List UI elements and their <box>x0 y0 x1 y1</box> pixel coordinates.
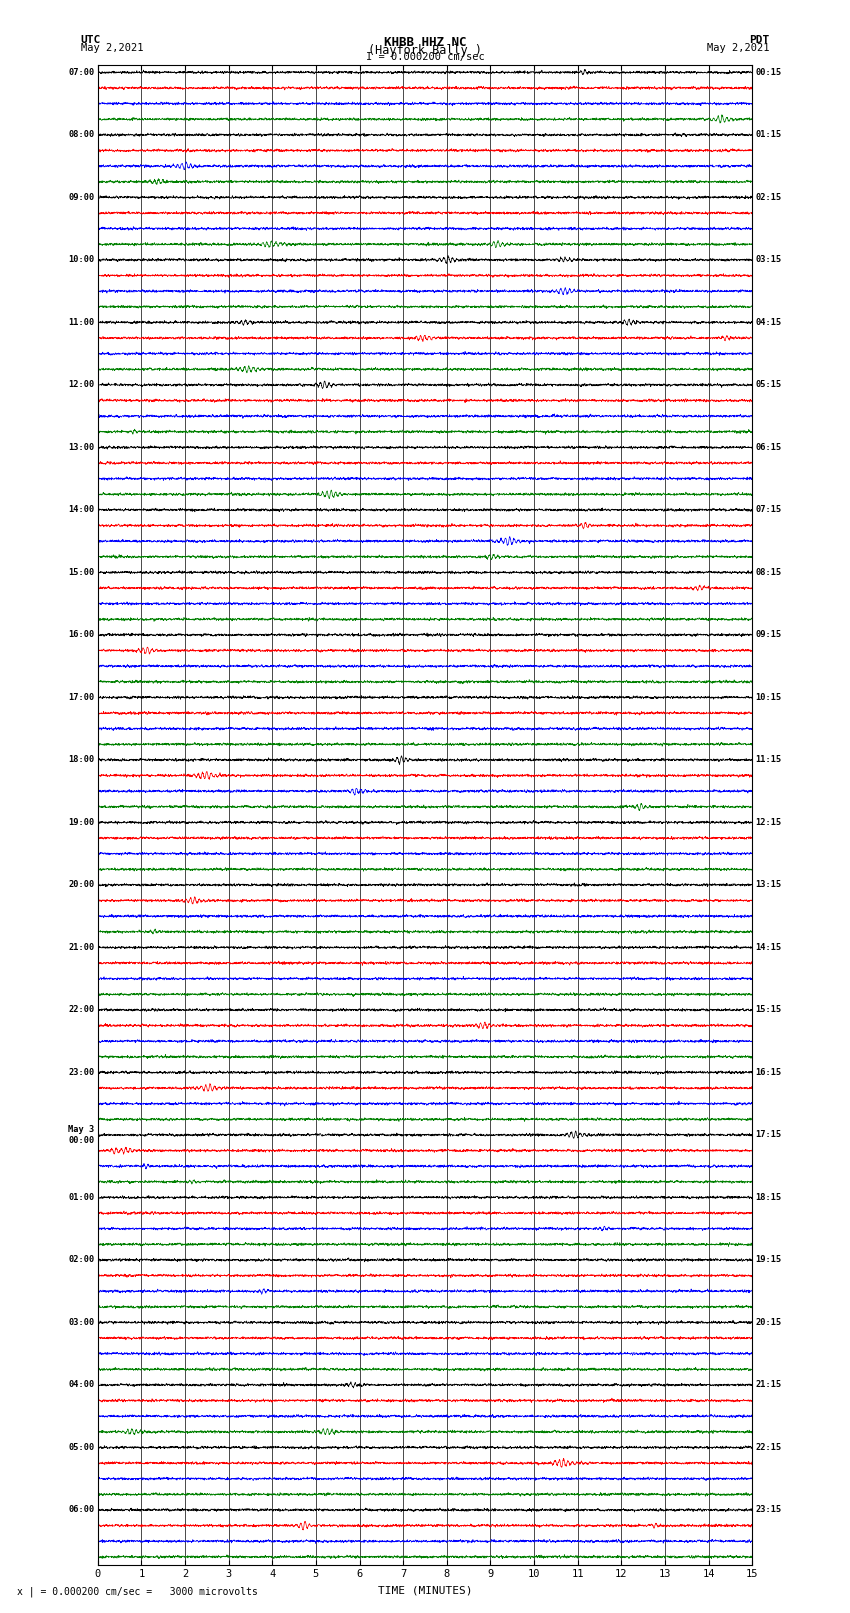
Text: 10:00: 10:00 <box>68 255 94 265</box>
Text: x | = 0.000200 cm/sec =   3000 microvolts: x | = 0.000200 cm/sec = 3000 microvolts <box>17 1586 258 1597</box>
Text: 22:15: 22:15 <box>756 1444 782 1452</box>
Text: 07:15: 07:15 <box>756 505 782 515</box>
Text: May 2,2021: May 2,2021 <box>81 44 144 53</box>
Text: UTC: UTC <box>81 35 101 45</box>
Text: 04:15: 04:15 <box>756 318 782 327</box>
Text: 16:00: 16:00 <box>68 631 94 639</box>
X-axis label: TIME (MINUTES): TIME (MINUTES) <box>377 1586 473 1595</box>
Text: 21:00: 21:00 <box>68 944 94 952</box>
Text: 08:00: 08:00 <box>68 131 94 139</box>
Text: 16:15: 16:15 <box>756 1068 782 1077</box>
Text: May 3
00:00: May 3 00:00 <box>68 1126 94 1145</box>
Text: 02:00: 02:00 <box>68 1255 94 1265</box>
Text: 09:15: 09:15 <box>756 631 782 639</box>
Text: 07:00: 07:00 <box>68 68 94 77</box>
Text: 12:15: 12:15 <box>756 818 782 827</box>
Text: PDT: PDT <box>749 35 769 45</box>
Text: 21:15: 21:15 <box>756 1381 782 1389</box>
Text: 03:00: 03:00 <box>68 1318 94 1327</box>
Text: 06:15: 06:15 <box>756 444 782 452</box>
Text: 20:15: 20:15 <box>756 1318 782 1327</box>
Text: 20:00: 20:00 <box>68 881 94 889</box>
Text: 17:15: 17:15 <box>756 1131 782 1139</box>
Text: 03:15: 03:15 <box>756 255 782 265</box>
Text: 19:00: 19:00 <box>68 818 94 827</box>
Text: 15:15: 15:15 <box>756 1005 782 1015</box>
Text: 14:00: 14:00 <box>68 505 94 515</box>
Text: 13:15: 13:15 <box>756 881 782 889</box>
Text: 12:00: 12:00 <box>68 381 94 389</box>
Text: 17:00: 17:00 <box>68 694 94 702</box>
Text: 11:00: 11:00 <box>68 318 94 327</box>
Text: 18:15: 18:15 <box>756 1194 782 1202</box>
Text: May 2,2021: May 2,2021 <box>706 44 769 53</box>
Text: 05:15: 05:15 <box>756 381 782 389</box>
Text: 00:15: 00:15 <box>756 68 782 77</box>
Text: 06:00: 06:00 <box>68 1505 94 1515</box>
Text: 18:00: 18:00 <box>68 755 94 765</box>
Text: KHBB HHZ NC: KHBB HHZ NC <box>383 37 467 50</box>
Text: 08:15: 08:15 <box>756 568 782 577</box>
Text: 19:15: 19:15 <box>756 1255 782 1265</box>
Text: 10:15: 10:15 <box>756 694 782 702</box>
Text: 15:00: 15:00 <box>68 568 94 577</box>
Text: 22:00: 22:00 <box>68 1005 94 1015</box>
Text: 02:15: 02:15 <box>756 194 782 202</box>
Text: 11:15: 11:15 <box>756 755 782 765</box>
Text: 09:00: 09:00 <box>68 194 94 202</box>
Text: 23:15: 23:15 <box>756 1505 782 1515</box>
Text: 01:15: 01:15 <box>756 131 782 139</box>
Text: 01:00: 01:00 <box>68 1194 94 1202</box>
Text: 14:15: 14:15 <box>756 944 782 952</box>
Text: 05:00: 05:00 <box>68 1444 94 1452</box>
Text: I = 0.000200 cm/sec: I = 0.000200 cm/sec <box>366 52 484 63</box>
Text: 04:00: 04:00 <box>68 1381 94 1389</box>
Text: 13:00: 13:00 <box>68 444 94 452</box>
Text: (Hayfork Bally ): (Hayfork Bally ) <box>368 44 482 58</box>
Text: 23:00: 23:00 <box>68 1068 94 1077</box>
